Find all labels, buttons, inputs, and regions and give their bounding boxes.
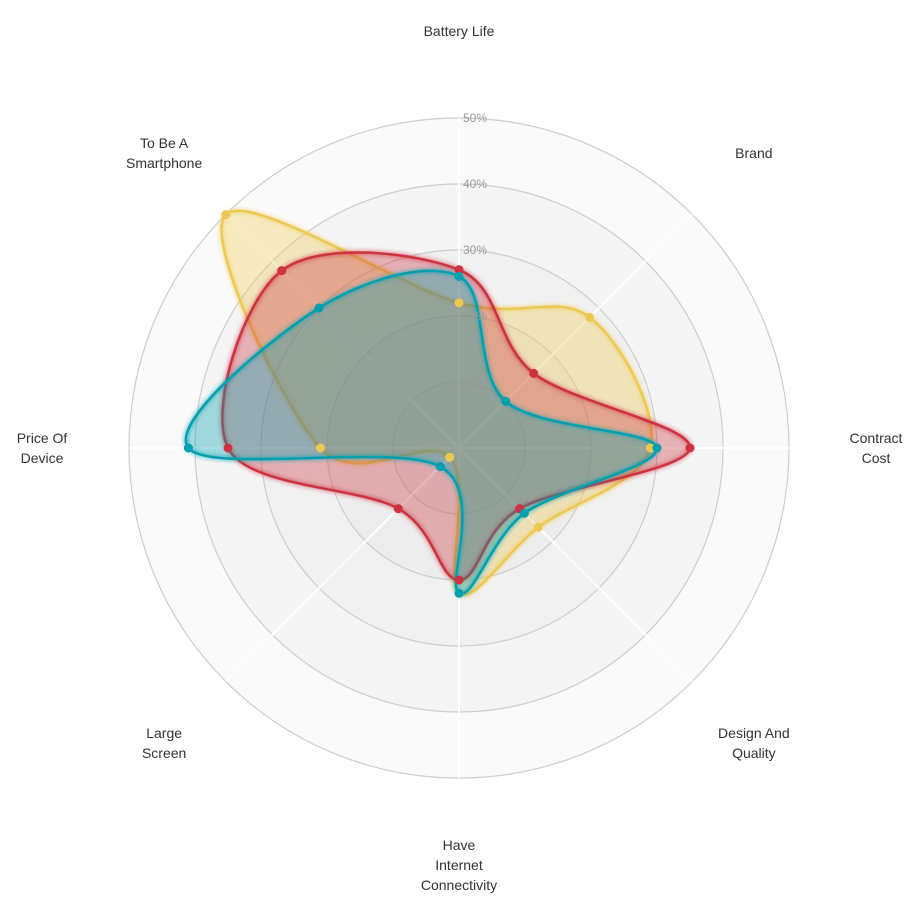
series-1-area [222,252,691,580]
axis-line-1 [458,213,694,449]
tick-label-2: 20% [463,309,487,323]
axis-label-6: Price Of Device [17,430,68,466]
axis-label-3-line-1: Quality [732,745,776,761]
series-2-area [185,270,658,594]
series-2-point-3 [519,508,529,518]
series-2-point-7 [314,303,324,313]
series-1-point-6 [223,443,233,453]
axis-line-7 [224,213,460,449]
series-2-points [183,271,662,598]
axis-label-5-line-1: Screen [142,745,186,761]
axis-label-5: Large Screen [142,725,186,761]
axis-label-2: Contract Cost [850,430,903,466]
axis-label-0: Battery Life [424,23,495,39]
axis-label-2-line-1: Cost [862,450,891,466]
axis-label-4: Have Internet Connectivity [421,837,497,893]
axis-label-2-line-0: Contract [850,430,903,446]
axis-label-7: To Be A Smartphone [126,135,202,171]
axis-label-7-line-1: Smartphone [126,155,202,171]
series-1-point-2 [685,443,695,453]
axis-label-1-line-0: Brand [735,145,772,161]
axis-label-3: Design And Quality [718,725,790,761]
tick-label-1: 10% [463,375,487,389]
axis-label-1: Brand [735,145,772,161]
radar-axis-labels: Battery Life Brand Contract Cost Design And Q… [17,23,903,893]
tick-label-3: 30% [463,243,487,257]
series-1-point-7 [277,266,287,276]
series-0-point-5 [445,452,455,462]
axis-line-5 [224,447,460,683]
series-1-point-0 [454,265,464,275]
series-0-point-7 [221,210,231,220]
series-2-point-4 [454,588,464,598]
series-0-points [221,210,655,598]
series-2-point-5 [435,462,445,472]
axis-line-3 [458,447,694,683]
axis-label-4-line-1: Internet [435,857,483,873]
series-1-point-5 [393,504,403,514]
series-0-point-0 [454,298,464,308]
axis-label-6-line-0: Price Of [17,430,68,446]
axis-label-4-line-0: Have [443,837,476,853]
axis-label-0-line-0: Battery Life [424,23,495,39]
axis-label-4-line-2: Connectivity [421,877,497,893]
axis-label-5-line-0: Large [146,725,182,741]
radar-tick-labels: 10% 20% 30% 40% 50% [463,111,487,389]
tick-label-5: 50% [463,111,487,125]
series-0-point-6 [315,443,325,453]
series-2-point-2 [652,443,662,453]
axis-label-7-line-0: To Be A [140,135,189,151]
series-1-point-4 [454,575,464,585]
series-2-point-0 [454,271,464,281]
series-0-line [220,209,653,597]
radar-series [183,209,695,598]
series-0-point-2 [645,443,655,453]
series-1-points [223,265,695,585]
series-0-point-1 [585,312,595,322]
axis-label-3-line-0: Design And [718,725,790,741]
series-2-point-1 [501,396,511,406]
series-0-point-3 [533,522,543,532]
tick-label-4: 40% [463,177,487,191]
series-1-point-1 [529,368,539,378]
series-2-point-6 [183,443,193,453]
axis-label-6-line-1: Device [21,450,64,466]
